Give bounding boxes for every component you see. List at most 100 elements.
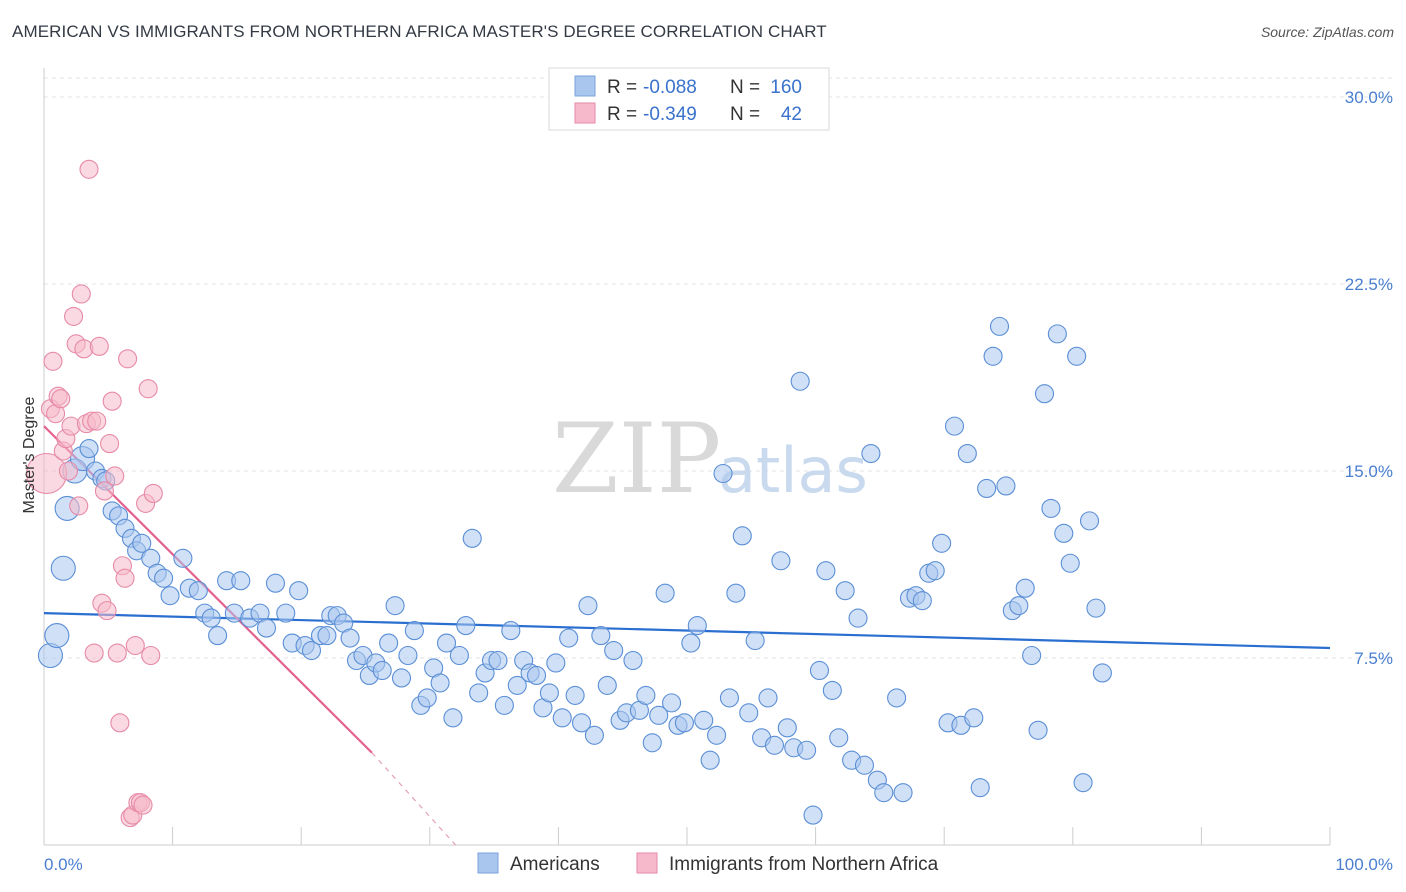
- point-americans-141: [977, 478, 997, 499]
- point-americans-80: [578, 596, 598, 616]
- point-americans-18: [154, 568, 174, 588]
- point-americans-149: [1028, 720, 1048, 740]
- legend-box: [548, 67, 830, 131]
- point-americans-61: [456, 616, 476, 636]
- point-americans-93: [662, 693, 682, 713]
- point-americans-77: [559, 628, 579, 648]
- x-tick-label-0: 0.0%: [44, 855, 83, 874]
- point-americans-117: [816, 561, 836, 581]
- point-americans-136: [944, 416, 965, 436]
- legend-swatch-1: [574, 102, 596, 124]
- point-americans-19: [160, 586, 180, 606]
- legend-r-label-0: R =: [607, 77, 637, 98]
- point-americans-116: [809, 660, 830, 681]
- point-americans-127: [887, 688, 907, 708]
- point-americans-104: [732, 526, 752, 546]
- point-immigrants-25: [102, 391, 122, 411]
- point-immigrants-31: [118, 349, 138, 369]
- legend-n-label-1: N =: [730, 104, 760, 125]
- point-americans-68: [501, 621, 521, 641]
- point-immigrants-30: [115, 568, 135, 588]
- legend-swatch-0: [574, 75, 596, 97]
- point-americans-139: [964, 708, 984, 728]
- point-americans-100: [707, 725, 727, 745]
- point-immigrants-10: [64, 306, 84, 326]
- point-americans-110: [771, 551, 791, 571]
- point-americans-51: [391, 668, 412, 688]
- point-americans-126: [874, 783, 894, 803]
- data-points: [26, 159, 1112, 828]
- point-americans-151: [1041, 498, 1061, 518]
- point-americans-72: [526, 665, 547, 686]
- point-americans-150: [1034, 384, 1055, 404]
- point-americans-75: [546, 653, 566, 673]
- point-americans-25: [208, 626, 228, 646]
- point-immigrants-16: [79, 159, 99, 179]
- point-americans-6: [79, 439, 99, 459]
- grid-lines: [44, 77, 1393, 659]
- y-tick-label-3: 30.0%: [1345, 88, 1393, 107]
- point-americans-96: [681, 633, 701, 653]
- point-americans-158: [1086, 598, 1106, 618]
- point-americans-156: [1073, 773, 1093, 793]
- point-americans-98: [694, 710, 714, 730]
- legend-n-value-0: 160: [770, 77, 802, 98]
- point-americans-91: [649, 705, 669, 725]
- point-americans-97: [687, 616, 707, 636]
- top-legend: R = -0.088 N = 160 R = -0.349 N = 42: [548, 67, 830, 131]
- bottom-legend-swatch-0: [477, 852, 499, 874]
- point-americans-106: [745, 630, 765, 651]
- point-americans-2: [50, 555, 76, 581]
- y-tick-labels: 7.5% 15.0% 22.5% 30.0%: [1345, 88, 1393, 668]
- point-americans-78: [565, 685, 585, 705]
- point-americans-144: [996, 476, 1016, 496]
- point-immigrants-13: [71, 284, 91, 304]
- source-credit: Source: ZipAtlas.com: [1260, 24, 1394, 40]
- point-americans-84: [604, 640, 624, 661]
- point-americans-143: [989, 316, 1010, 336]
- point-americans-159: [1092, 663, 1112, 683]
- point-americans-67: [494, 695, 514, 715]
- point-americans-50: [385, 596, 405, 616]
- point-americans-128: [893, 783, 913, 803]
- point-americans-154: [1060, 553, 1080, 573]
- point-americans-109: [764, 735, 784, 755]
- x-tick-labels: 0.0% 100.0%: [44, 855, 1393, 874]
- point-americans-124: [861, 443, 881, 464]
- point-immigrants-2: [43, 351, 63, 371]
- point-immigrants-20: [89, 336, 109, 356]
- point-americans-87: [623, 650, 643, 671]
- point-americans-63: [469, 683, 489, 703]
- point-americans-118: [822, 680, 842, 700]
- point-americans-79: [571, 713, 592, 733]
- trend-line-extension-1: [371, 752, 456, 846]
- point-americans-101: [713, 463, 733, 484]
- point-americans-22: [188, 581, 208, 601]
- legend-r-label-1: R =: [607, 104, 637, 125]
- point-americans-103: [726, 583, 746, 603]
- point-immigrants-5: [51, 389, 71, 409]
- axes: [43, 68, 1331, 846]
- legend-r-value-0: -0.088: [643, 77, 697, 98]
- point-immigrants-26: [105, 466, 125, 486]
- point-americans-49: [379, 633, 399, 653]
- point-immigrants-24: [100, 434, 120, 454]
- point-americans-74: [539, 683, 559, 703]
- point-americans-89: [636, 685, 656, 705]
- point-americans-123: [854, 755, 875, 775]
- point-immigrants-27: [107, 643, 127, 663]
- point-americans-133: [925, 561, 945, 581]
- point-immigrants-34: [125, 635, 145, 656]
- point-immigrants-40: [141, 645, 161, 666]
- point-americans-111: [777, 718, 797, 738]
- point-americans-99: [700, 750, 720, 770]
- point-immigrants-22: [94, 481, 114, 501]
- point-americans-66: [488, 650, 508, 671]
- bottom-legend: Americans Immigrants from Northern Africa: [477, 852, 939, 875]
- point-americans-28: [231, 571, 251, 591]
- bottom-legend-label-0: Americans: [510, 854, 600, 875]
- point-immigrants-23: [97, 601, 117, 621]
- point-americans-92: [655, 583, 675, 603]
- point-americans-35: [289, 581, 309, 601]
